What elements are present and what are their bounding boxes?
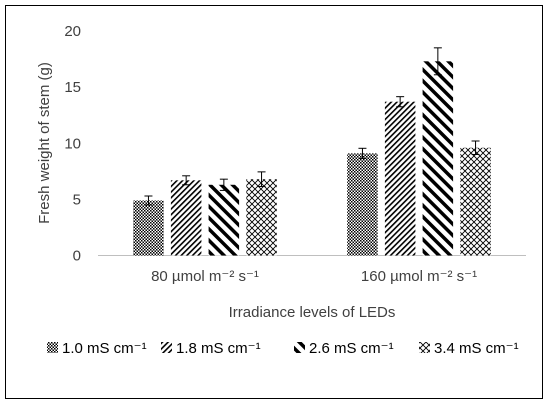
error-bar	[396, 96, 405, 108]
legend-item: 1.8 mS cm⁻¹	[161, 340, 261, 357]
legend-label: 2.6 mS cm⁻¹	[309, 340, 394, 357]
y-tick-label: 0	[73, 248, 81, 265]
error-bar	[182, 175, 191, 186]
x-tick-label: 160 µmol m⁻² s⁻¹	[361, 268, 477, 285]
legend-swatch	[161, 342, 172, 353]
y-tick-label: 5	[73, 191, 81, 208]
bar	[246, 179, 277, 256]
error-bar	[257, 171, 266, 187]
legend-swatch	[294, 342, 305, 353]
bar	[133, 200, 164, 256]
legend-swatch	[419, 342, 430, 353]
bar	[422, 61, 454, 256]
error-bar	[144, 195, 153, 206]
legend-item: 1.0 mS cm⁻¹	[47, 340, 147, 357]
legend-item: 2.6 mS cm⁻¹	[294, 340, 394, 357]
error-bar	[219, 178, 228, 191]
legend-label: 1.0 mS cm⁻¹	[62, 340, 147, 357]
legend-item: 3.4 mS cm⁻¹	[419, 340, 519, 357]
bar	[460, 147, 491, 256]
x-tick-labels: 80 µmol m⁻² s⁻¹ 160 µmol m⁻² s⁻¹	[151, 268, 477, 285]
error-bar	[358, 147, 367, 159]
bar	[347, 153, 378, 256]
y-axis-title: Fresh weight of stem (g)	[36, 62, 53, 224]
bar	[208, 184, 240, 256]
error-bar	[471, 140, 480, 155]
x-tick-label: 80 µmol m⁻² s⁻¹	[151, 268, 259, 285]
legend-label: 1.8 mS cm⁻¹	[176, 340, 261, 357]
y-tick-label: 20	[64, 23, 81, 40]
legend-swatch	[47, 342, 58, 353]
y-tick-label: 15	[64, 79, 81, 96]
y-tick-labels: 0 5 10 15 20	[64, 23, 81, 265]
bar	[384, 101, 416, 256]
bar-groups	[133, 47, 491, 256]
y-tick-label: 10	[64, 135, 81, 152]
x-axis-title: Irradiance levels of LEDs	[229, 304, 396, 321]
legend: 1.0 mS cm⁻¹ 1.8 mS cm⁻¹ 2.6 mS cm⁻¹ 3.4 mS …	[47, 340, 519, 357]
bar	[170, 180, 202, 256]
legend-label: 3.4 mS cm⁻¹	[434, 340, 519, 357]
error-bar	[433, 47, 442, 76]
